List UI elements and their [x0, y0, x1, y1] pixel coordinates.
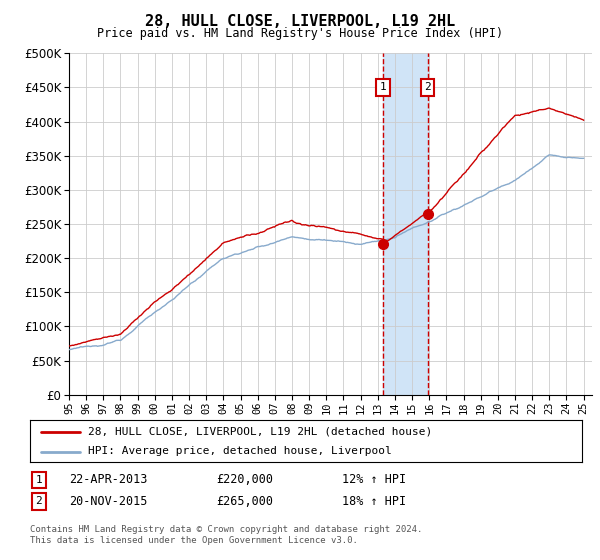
Text: 12% ↑ HPI: 12% ↑ HPI	[342, 473, 406, 487]
Text: £265,000: £265,000	[216, 494, 273, 508]
Text: Contains HM Land Registry data © Crown copyright and database right 2024.
This d: Contains HM Land Registry data © Crown c…	[30, 525, 422, 545]
Text: 22-APR-2013: 22-APR-2013	[69, 473, 148, 487]
Text: Price paid vs. HM Land Registry's House Price Index (HPI): Price paid vs. HM Land Registry's House …	[97, 27, 503, 40]
Text: 20-NOV-2015: 20-NOV-2015	[69, 494, 148, 508]
Text: 1: 1	[380, 82, 386, 92]
Text: 18% ↑ HPI: 18% ↑ HPI	[342, 494, 406, 508]
Text: 2: 2	[35, 496, 43, 506]
Text: 28, HULL CLOSE, LIVERPOOL, L19 2HL (detached house): 28, HULL CLOSE, LIVERPOOL, L19 2HL (deta…	[88, 427, 432, 437]
Text: HPI: Average price, detached house, Liverpool: HPI: Average price, detached house, Live…	[88, 446, 392, 456]
Text: £220,000: £220,000	[216, 473, 273, 487]
Text: 2: 2	[424, 82, 431, 92]
Bar	[383, 53, 428, 395]
Text: 1: 1	[35, 475, 43, 485]
Text: 28, HULL CLOSE, LIVERPOOL, L19 2HL: 28, HULL CLOSE, LIVERPOOL, L19 2HL	[145, 14, 455, 29]
